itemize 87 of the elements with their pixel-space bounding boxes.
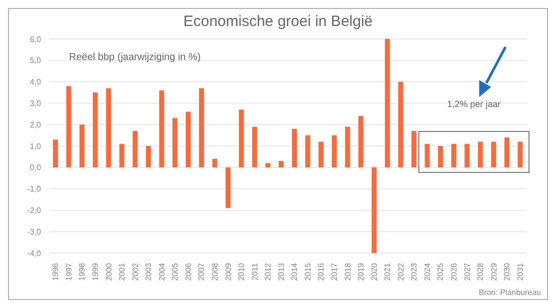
y-tick-label: 3,0 bbox=[30, 99, 42, 108]
x-tick-label: 2022 bbox=[396, 262, 406, 281]
annotation: Reëel bbp (jaarwijziging in %) bbox=[69, 52, 201, 64]
bar bbox=[106, 88, 112, 168]
bar bbox=[199, 88, 204, 168]
x-tick-label: 2008 bbox=[210, 262, 220, 281]
x-tick-label: 2002 bbox=[130, 262, 140, 281]
x-tick-label: 2023 bbox=[410, 262, 419, 281]
bar bbox=[451, 144, 456, 168]
text: Bron: Planbureau bbox=[478, 288, 541, 297]
bar bbox=[411, 131, 416, 168]
bar bbox=[119, 144, 124, 168]
y-tick-label: 0,0 bbox=[30, 163, 42, 172]
x-tick-label: 2014 bbox=[290, 262, 300, 281]
bar bbox=[172, 118, 178, 168]
bar bbox=[424, 144, 430, 168]
x-tick-label: 2017 bbox=[330, 262, 339, 281]
bar bbox=[92, 92, 98, 168]
x-tick-label: 2003 bbox=[144, 262, 154, 281]
bar bbox=[345, 126, 350, 168]
bar bbox=[238, 110, 244, 168]
x-tick-label: 2016 bbox=[316, 262, 326, 281]
bar bbox=[278, 160, 284, 168]
bar bbox=[292, 128, 297, 168]
x-tick-label: 2007 bbox=[197, 262, 206, 281]
y-tick-label: -2,0 bbox=[27, 206, 42, 216]
bar bbox=[212, 158, 218, 168]
x-tick-label: 2010 bbox=[237, 262, 246, 281]
x-tick-label: 2019 bbox=[356, 262, 366, 281]
x-tick-label: 2009 bbox=[224, 262, 233, 281]
bar bbox=[226, 167, 231, 208]
x-tick-label: 2013 bbox=[276, 262, 286, 281]
x-tick-label: 2015 bbox=[303, 262, 312, 281]
y-tick-label: -4,0 bbox=[27, 248, 42, 258]
bar bbox=[318, 142, 324, 168]
x-tick-label: 1996 bbox=[51, 262, 60, 281]
bar bbox=[80, 124, 85, 168]
chart-title: Economische groei in België bbox=[182, 13, 374, 30]
y-tick-label: -3,0 bbox=[27, 227, 42, 236]
x-tick-label: 2004 bbox=[157, 262, 166, 281]
x-tick-label: 2024 bbox=[422, 262, 432, 281]
x-tick-label: 2021 bbox=[383, 262, 392, 281]
y-tick-label: 5,0 bbox=[30, 56, 42, 66]
bar bbox=[478, 142, 483, 168]
bar bbox=[504, 137, 510, 168]
y-tick-label: 6,0 bbox=[30, 34, 42, 44]
x-tick-label: 2005 bbox=[170, 262, 180, 281]
x-tick-label: 2011 bbox=[250, 262, 260, 280]
bar bbox=[66, 86, 72, 168]
x-tick-label: 2026 bbox=[449, 262, 458, 281]
bar bbox=[252, 126, 258, 168]
x-tick-label: 2025 bbox=[436, 262, 446, 281]
bar bbox=[398, 82, 404, 168]
x-tick-label: 1999 bbox=[90, 262, 100, 281]
bar bbox=[146, 146, 151, 168]
annotation: 1,2% per jaar bbox=[446, 99, 502, 110]
x-tick-label: 1998 bbox=[78, 262, 87, 281]
bar bbox=[159, 90, 164, 168]
x-tick-label: 2030 bbox=[502, 262, 512, 281]
y-tick-label: 1,0 bbox=[30, 142, 42, 151]
y-tick-label: 4,0 bbox=[30, 78, 42, 87]
x-tick-label: 2006 bbox=[184, 262, 193, 281]
x-tick-label: 2027 bbox=[462, 262, 472, 281]
bar bbox=[305, 135, 310, 168]
bar bbox=[132, 131, 138, 168]
x-tick-label: 2000 bbox=[104, 262, 114, 281]
x-tick-label: 2020 bbox=[370, 262, 379, 281]
bar bbox=[358, 116, 364, 168]
bar bbox=[518, 142, 523, 168]
bar bbox=[372, 167, 377, 253]
y-tick-label: -1,0 bbox=[27, 184, 42, 194]
x-tick-label: 2018 bbox=[343, 262, 352, 281]
y-tick-label: 2,0 bbox=[30, 120, 42, 130]
x-tick-label: 1997 bbox=[64, 262, 74, 281]
bar bbox=[438, 146, 444, 168]
bar bbox=[384, 39, 390, 168]
bar bbox=[52, 140, 58, 168]
bar bbox=[491, 142, 496, 168]
x-tick-label: 2031 bbox=[516, 262, 525, 281]
bar bbox=[332, 135, 337, 168]
x-tick-label: 2012 bbox=[264, 262, 273, 281]
bar bbox=[186, 112, 191, 168]
x-tick-label: 2028 bbox=[476, 262, 486, 281]
bar bbox=[464, 144, 470, 168]
x-tick-label: 2029 bbox=[489, 262, 498, 281]
x-tick-label: 2001 bbox=[118, 262, 127, 281]
bar bbox=[265, 163, 270, 168]
